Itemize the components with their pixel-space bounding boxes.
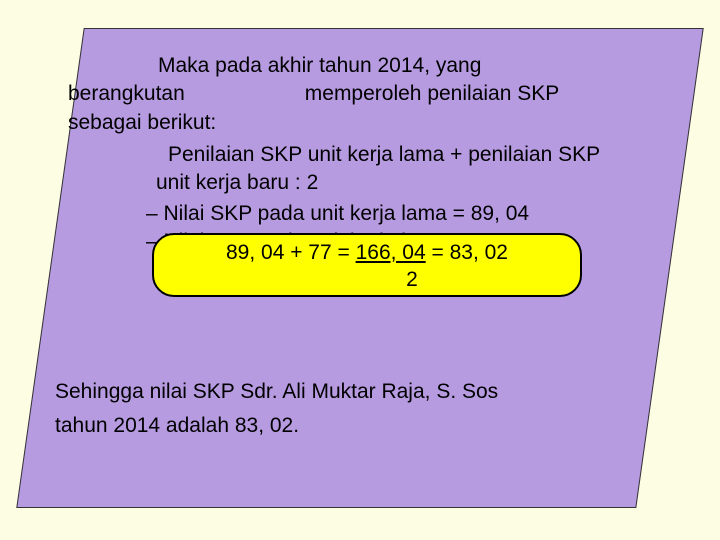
intro-line-2: berangkutan memperoleh penilaian SKP [68, 80, 668, 108]
calc-denominator: 2 [154, 266, 580, 293]
intro-line-2b: memperoleh penilaian SKP [305, 82, 559, 105]
bullet-1: – Nilai SKP pada unit kerja lama = 89, 0… [146, 200, 668, 228]
calc-mid: 166, 04 [356, 241, 426, 264]
calculation-equation: 89, 04 + 77 = 166, 04 = 83, 02 [154, 239, 580, 266]
intro-line-1: Maka pada akhir tahun 2014, yang [68, 52, 668, 80]
slide-text-content: Maka pada akhir tahun 2014, yang berangk… [68, 52, 668, 256]
conclusion-paragraph: Sehingga nilai SKP Sdr. Ali Muktar Raja,… [55, 375, 665, 442]
conclusion-line-2: tahun 2014 adalah 83, 02. [55, 409, 665, 443]
calculation-highlight-box: 89, 04 + 77 = 166, 04 = 83, 02 2 [152, 233, 582, 297]
formula-block: Penilaian SKP unit kerja lama + penilaia… [156, 141, 668, 198]
formula-line-2: unit kerja baru : 2 [156, 169, 668, 197]
calc-left: 89, 04 + 77 = [226, 241, 356, 264]
intro-line-2a: berangkutan [68, 82, 185, 105]
conclusion-line-1: Sehingga nilai SKP Sdr. Ali Muktar Raja,… [55, 375, 665, 409]
formula-line-1: Penilaian SKP unit kerja lama + penilaia… [156, 141, 668, 169]
calc-right: = 83, 02 [426, 241, 508, 264]
intro-paragraph: Maka pada akhir tahun 2014, yang berangk… [68, 52, 668, 137]
intro-line-3: sebagai berikut: [68, 109, 668, 137]
